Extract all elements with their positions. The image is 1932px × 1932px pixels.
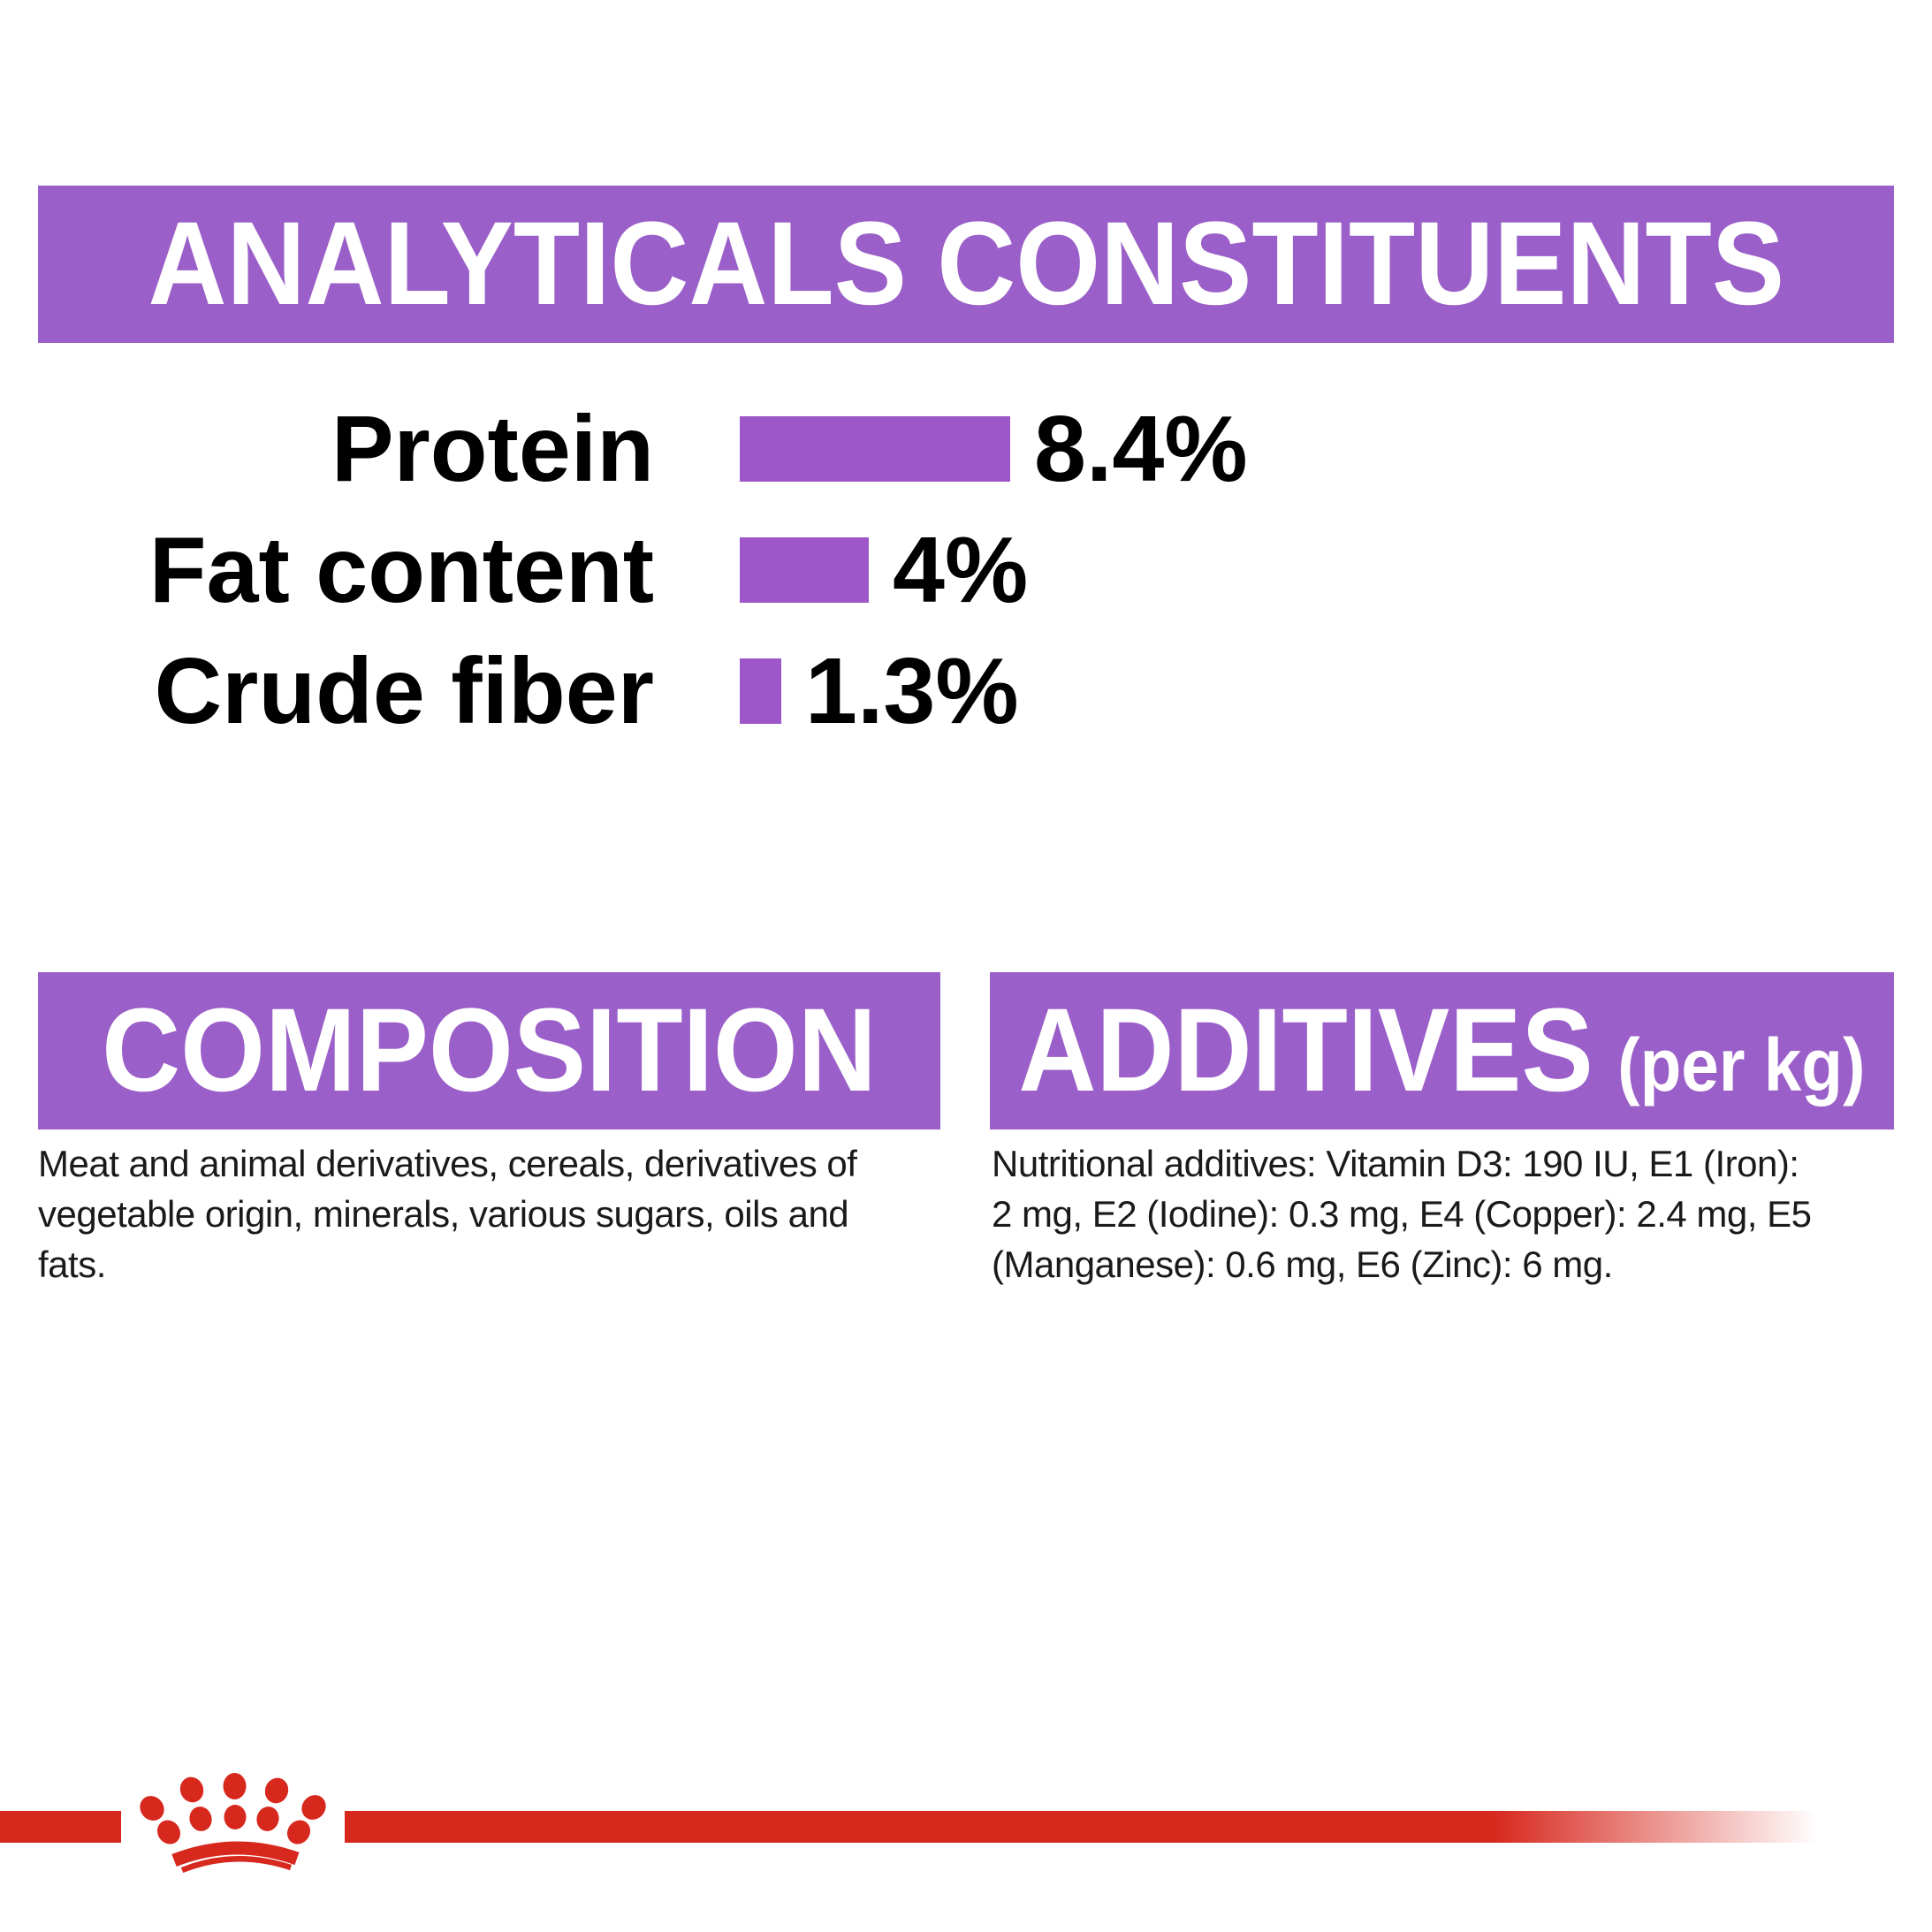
logo-outer-dots <box>140 1773 326 1821</box>
analyticals-constituents-title: ANALYTICALS CONSTITUENTS <box>148 198 1784 330</box>
chart-row-protein: Protein 8.4% <box>0 397 1932 501</box>
chart-bar-crude-fiber <box>740 658 781 724</box>
constituents-chart: Protein 8.4% Fat content 4% Crude fiber … <box>0 397 1932 743</box>
composition-banner: COMPOSITION <box>38 972 940 1130</box>
chart-label-crude-fiber: Crude fiber <box>154 639 654 743</box>
additives-title: ADDITIVES (per kg) <box>1018 992 1865 1110</box>
chart-label-protein: Protein <box>331 397 654 501</box>
chart-label-fat-content: Fat content <box>148 518 654 622</box>
composition-title: COMPOSITION <box>102 985 877 1116</box>
chart-value-crude-fiber: 1.3% <box>805 639 1019 743</box>
logo-crown-arcs <box>171 1841 300 1874</box>
crown-paw-logo-icon <box>140 1773 326 1874</box>
analyticals-constituents-banner: ANALYTICALS CONSTITUENTS <box>38 186 1894 343</box>
logo-inner-dots <box>156 1805 311 1845</box>
chart-bar-fat-content <box>740 537 869 603</box>
chart-bar-protein <box>740 416 1010 482</box>
additives-title-per-kg: (per kg) <box>1617 1023 1866 1107</box>
chart-value-fat-content: 4% <box>893 518 1029 622</box>
footer-red-band-right <box>345 1811 1817 1843</box>
chart-row-fat-content: Fat content 4% <box>0 518 1932 622</box>
chart-value-protein: 8.4% <box>1034 397 1248 501</box>
composition-body: Meat and animal derivatives, cereals, de… <box>38 1143 857 1285</box>
additives-body: Nutritional additives: Vitamin D3: 190 I… <box>992 1143 1812 1285</box>
additives-title-main: ADDITIVES <box>1018 985 1594 1116</box>
additives-banner: ADDITIVES (per kg) <box>990 972 1894 1130</box>
footer-red-band-left <box>0 1811 121 1843</box>
chart-row-crude-fiber: Crude fiber 1.3% <box>0 639 1932 743</box>
